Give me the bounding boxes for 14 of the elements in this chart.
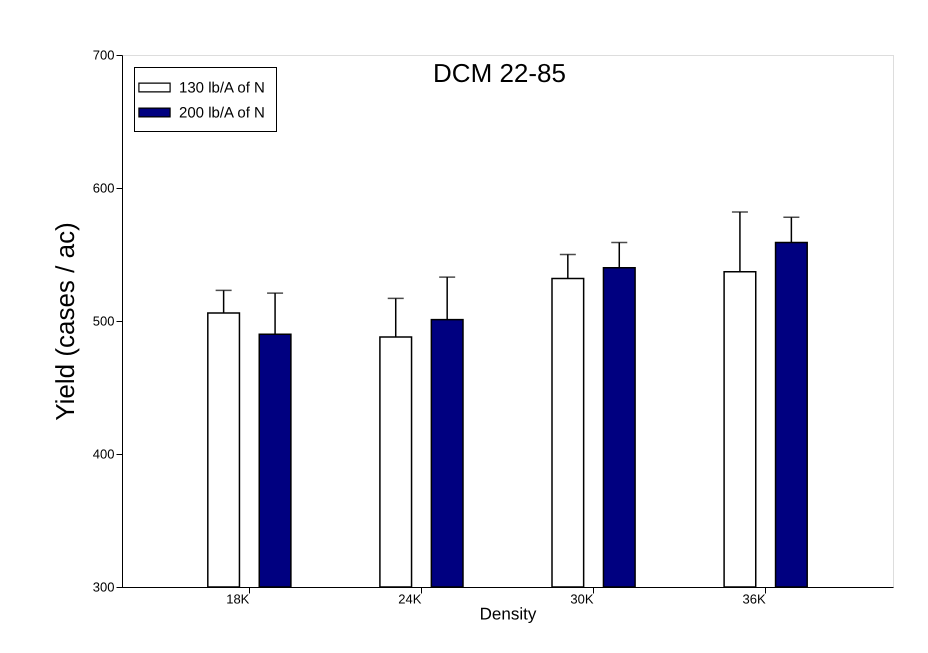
y-tick-label: 500 [92,314,114,328]
x-tick-label: 18K [226,592,250,606]
y-tick-label: 300 [92,580,114,594]
x-tick-label: 24K [398,592,422,606]
chart-title: DCM 22-85 [433,58,566,88]
y-axis-title: Yield (cases / ac) [50,222,80,421]
y-tick-label: 700 [92,48,114,62]
y-tick-label: 400 [92,446,114,462]
legend-label: 130 lb/A of N [179,80,265,96]
x-tick-label: 30K [570,592,594,606]
y-tick-label: 600 [92,180,114,196]
x-axis-title: Density [480,604,537,624]
legend-label: 200 lb/A of N [179,104,265,122]
x-tick-label: 36K [742,592,766,606]
